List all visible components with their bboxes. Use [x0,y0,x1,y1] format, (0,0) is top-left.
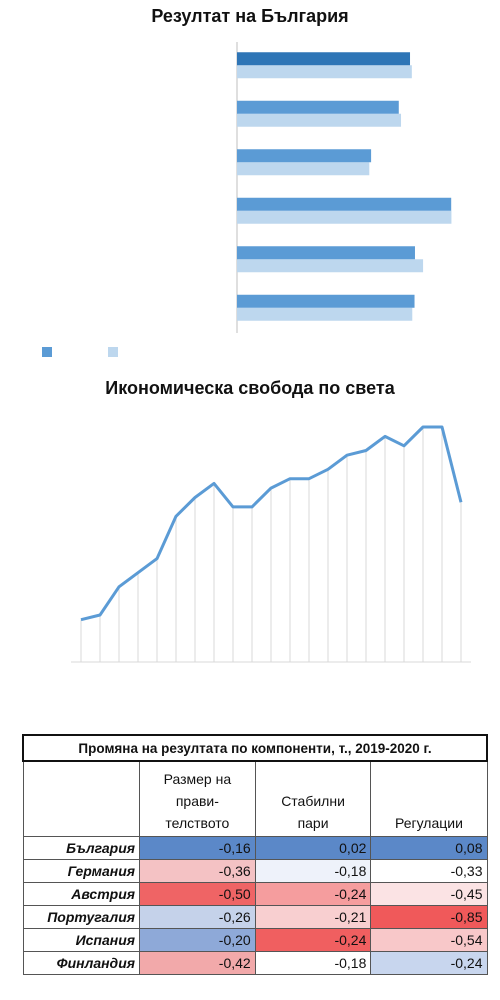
table-cell: -0,18 [254,859,372,883]
table-cell: -0,54 [370,928,488,952]
bar-2020 [237,100,399,114]
table-cell: -0,20 [139,928,256,952]
column-header: Стабилни пари [254,760,372,837]
column-header-line: прави- [175,793,219,809]
line-chart-title: Икономическа свобода по света [105,378,395,398]
table-header-corner [22,760,141,837]
table-cell: -0,24 [254,882,372,906]
bar-2019 [237,307,413,321]
table-cell: -0,85 [370,905,488,929]
column-header-line: Стабилни [281,793,345,809]
row-label: Финландия [22,951,141,975]
row-label: България [22,836,141,860]
world-freedom-line-chart [71,425,471,663]
legend-swatch-2019 [108,347,118,357]
column-header-line: Регулации [394,815,463,831]
bar-2020 [237,149,372,163]
bar-2019 [237,259,424,273]
table-title: Промяна на резултата по компоненти, т., … [22,734,488,762]
table-header-row: Размер на прави-телството Стабилни пари Регу… [22,760,488,837]
table-cell: 0,02 [254,836,372,860]
table-cell: -0,26 [139,905,256,929]
row-label: Германия [22,859,141,883]
table-row: Португалия -0,26 -0,21 -0,85 [22,905,488,929]
table-cell: -0,24 [370,951,488,975]
table-row: Финландия -0,42 -0,18 -0,24 [22,951,488,975]
table-cell: -0,36 [139,859,256,883]
legend-swatch-2020 [42,347,52,357]
bar-chart-title: Резултат на България [151,6,349,26]
bar-2019 [237,210,452,224]
table-row: България -0,16 0,02 0,08 [22,836,488,860]
component-change-table: Промяна на резултата по компоненти, т., … [22,734,488,975]
table-cell: 0,08 [370,836,488,860]
table-cell: -0,50 [139,882,256,906]
row-label: Испания [22,928,141,952]
row-label: Австрия [22,882,141,906]
table-cell: -0,45 [370,882,488,906]
table-cell: -0,16 [139,836,256,860]
bar-2020 [237,246,415,260]
column-header-line: Размер на [163,771,232,787]
table-cell: -0,18 [254,951,372,975]
table-cell: -0,21 [254,905,372,929]
table-row: Австрия -0,50 -0,24 -0,45 [22,882,488,906]
table-row: Германия -0,36 -0,18 -0,33 [22,859,488,883]
bar-2019 [237,65,412,79]
row-label: Португалия [22,905,141,929]
column-header: Размер на прави-телството [139,760,256,837]
table-row: Испания -0,20 -0,24 -0,54 [22,928,488,952]
table-cell: -0,24 [254,928,372,952]
column-header-line: телството [165,815,230,831]
column-header-line: пари [297,815,329,831]
bar-2019 [237,113,402,127]
bulgaria-bar-chart [42,42,452,357]
bar-2019 [237,162,370,176]
table-cell: -0,33 [370,859,488,883]
bar-2020 [237,294,415,308]
bar-2020 [237,52,411,66]
table-cell: -0,42 [139,951,256,975]
column-header: Регулации [370,760,488,837]
bar-2020 [237,197,452,211]
